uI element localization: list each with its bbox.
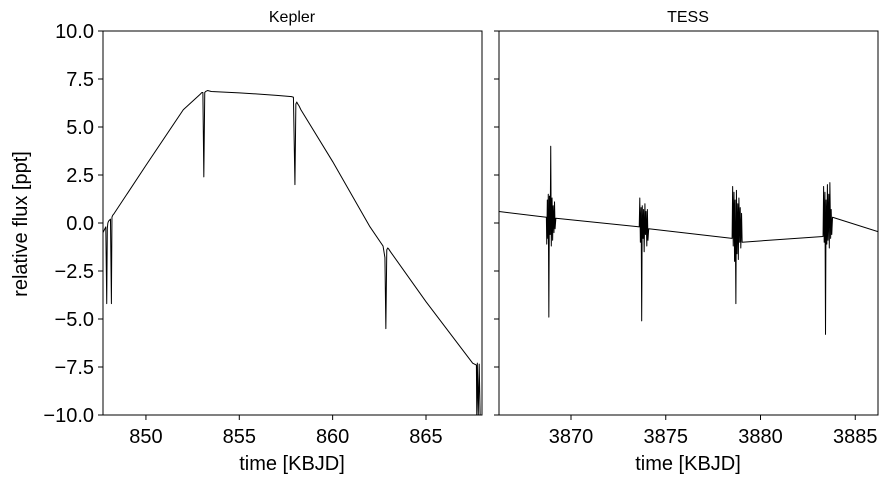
kepler-flux-line [103, 90, 481, 415]
kepler-x-tick-label: 865 [409, 426, 442, 448]
panel-tess: TESS 3870 3875 3880 3885 time [KBJD] [494, 9, 879, 475]
kepler-x-tick-label: 860 [316, 426, 349, 448]
kepler-y-tick-label: 5.0 [66, 117, 94, 139]
tess-flux-line [499, 145, 878, 335]
tess-x-tick-label: 3870 [549, 426, 594, 448]
tess-y-ticks [494, 30, 499, 416]
kepler-y-tick-label: −7.5 [55, 357, 94, 379]
tess-x-ticks: 3870 3875 3880 3885 [549, 415, 878, 448]
kepler-y-tick-label: 10.0 [55, 21, 94, 43]
kepler-plot-area [103, 90, 481, 415]
kepler-y-tick-label: −10.0 [43, 405, 94, 427]
kepler-y-tick-label: −5.0 [55, 309, 94, 331]
tess-plot-area [499, 145, 878, 335]
kepler-y-ticks: 10.0 7.5 5.0 2.5 0.0 −2.5 −5.0 −7.5 −10.0 [43, 21, 103, 427]
kepler-title: Kepler [269, 9, 316, 26]
kepler-y-tick-label: 7.5 [66, 69, 94, 91]
tess-x-tick-label: 3885 [833, 426, 878, 448]
tess-x-axis-label: time [KBJD] [635, 453, 741, 475]
tess-title: TESS [667, 9, 709, 26]
kepler-x-axis-label: time [KBJD] [239, 453, 345, 475]
y-axis-label: relative flux [ppt] [10, 151, 32, 297]
tess-x-tick-label: 3880 [738, 426, 783, 448]
kepler-x-tick-label: 850 [129, 426, 162, 448]
tess-x-tick-label: 3875 [644, 426, 689, 448]
kepler-x-ticks: 850 855 860 865 [129, 415, 443, 448]
kepler-y-tick-label: 2.5 [66, 165, 94, 187]
kepler-x-tick-label: 855 [223, 426, 256, 448]
kepler-y-tick-label: 0.0 [66, 213, 94, 235]
kepler-y-tick-label: −2.5 [55, 261, 94, 283]
panel-kepler: Kepler 850 855 860 865 10.0 7.5 5.0 2.5 0.0 −2.5… [10, 9, 483, 475]
